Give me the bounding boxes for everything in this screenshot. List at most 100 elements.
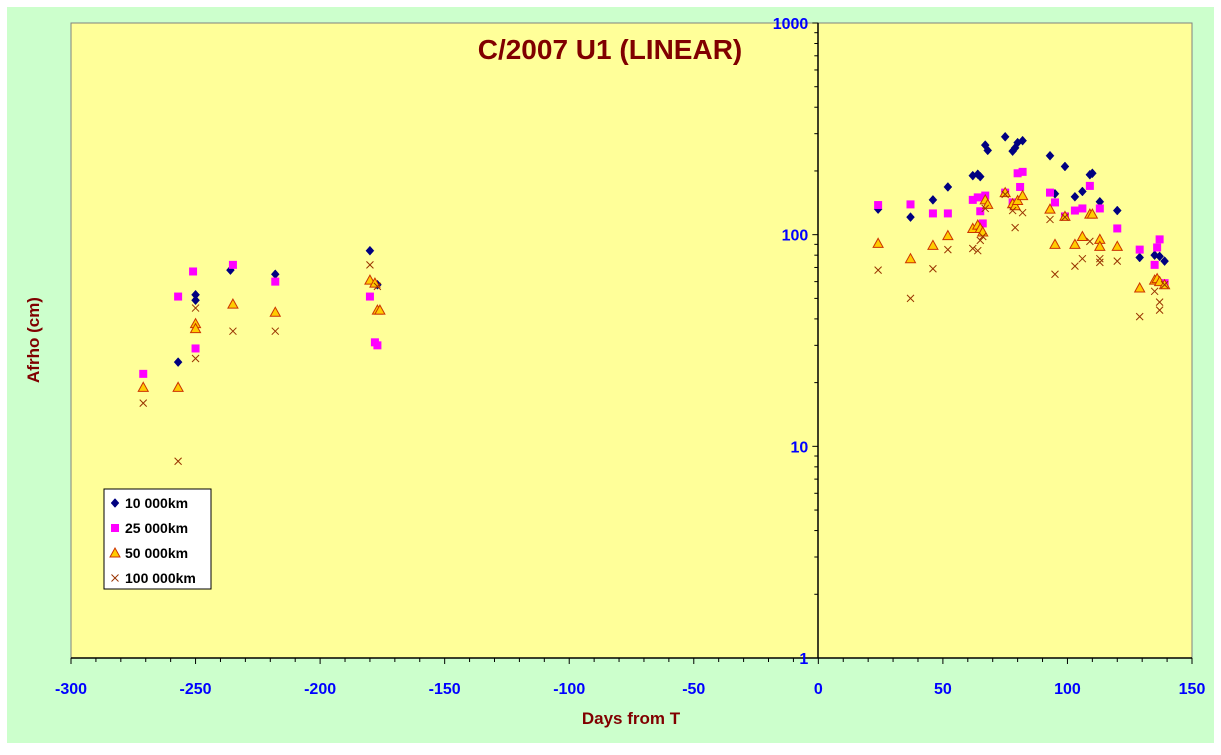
x-tick-label: -200 <box>304 681 336 698</box>
data-point <box>968 244 977 253</box>
data-point <box>191 344 200 353</box>
data-point <box>189 267 198 276</box>
x-tick-label: 100 <box>1054 681 1081 698</box>
data-point <box>1045 150 1055 161</box>
legend: 10 000km 25 000km 50 000km 100 000km <box>103 488 212 590</box>
data-point <box>1095 204 1104 213</box>
x-tick-label: 0 <box>814 681 823 698</box>
data-point <box>1155 298 1164 306</box>
data-point <box>137 381 150 392</box>
data-point <box>1076 230 1089 242</box>
data-point <box>139 399 148 407</box>
data-point <box>1095 254 1104 263</box>
y-tick-label: 100 <box>782 228 809 245</box>
data-point <box>174 292 183 301</box>
data-point <box>1018 135 1027 146</box>
data-point <box>906 200 915 209</box>
data-point <box>943 209 952 218</box>
data-point <box>976 207 985 216</box>
legend-item: 25 000km <box>111 520 188 536</box>
data-point <box>1078 254 1087 263</box>
data-point <box>904 252 917 264</box>
data-point <box>1070 206 1079 215</box>
data-point <box>1135 245 1144 254</box>
legend-item: 100 000km <box>111 570 196 586</box>
data-point <box>1155 235 1164 244</box>
data-point <box>1086 237 1094 246</box>
data-point <box>365 292 374 301</box>
data-point <box>1155 306 1164 314</box>
data-point <box>968 195 977 204</box>
data-point <box>983 145 993 156</box>
legend-label: 100 000km <box>125 570 196 586</box>
data-point <box>1046 215 1054 224</box>
data-point <box>1133 281 1146 293</box>
y-tick-label: 1000 <box>773 16 809 33</box>
data-point <box>942 229 954 241</box>
data-point <box>874 266 882 274</box>
data-point <box>1112 205 1122 216</box>
data-point <box>373 341 382 350</box>
legend-item: 50 000km <box>109 545 188 561</box>
data-point <box>1044 203 1056 214</box>
data-point <box>191 354 200 363</box>
data-point <box>189 322 202 334</box>
data-point <box>191 304 200 312</box>
data-point <box>906 294 915 303</box>
data-point <box>1153 243 1162 252</box>
data-point <box>978 232 987 241</box>
legend-label: 10 000km <box>125 495 188 511</box>
data-point <box>975 171 985 182</box>
data-point <box>1000 131 1010 142</box>
data-point <box>928 195 938 205</box>
series-4 <box>139 190 1169 466</box>
data-point <box>906 212 915 223</box>
data-point <box>366 261 374 269</box>
data-point <box>271 327 280 336</box>
x-tick-label: -250 <box>180 681 212 698</box>
x-tick-label: 50 <box>934 681 952 698</box>
data-point <box>1078 204 1087 213</box>
data-point <box>1135 312 1144 321</box>
data-point <box>228 260 237 269</box>
data-point <box>1093 240 1106 251</box>
data-point <box>174 457 182 466</box>
legend-items: 10 000km 25 000km 50 000km 100 000km <box>109 495 196 586</box>
data-point <box>973 193 982 202</box>
y-tick-label: 10 <box>791 439 809 456</box>
data-point <box>1061 213 1069 221</box>
data-point <box>227 298 239 309</box>
data-points <box>137 131 1171 466</box>
data-point <box>1086 208 1099 219</box>
data-point <box>1050 198 1059 207</box>
x-axis-title: Days from T <box>582 709 681 728</box>
chart-title: C/2007 U1 (LINEAR) <box>478 34 743 65</box>
plot-area <box>70 22 1193 659</box>
data-point <box>1060 161 1070 172</box>
data-point <box>1049 238 1061 249</box>
data-point <box>369 277 381 288</box>
data-point <box>1111 240 1124 251</box>
data-point <box>1016 189 1029 201</box>
y-tick-label: 1 <box>799 651 808 668</box>
data-point <box>172 381 184 392</box>
data-point <box>191 295 200 306</box>
data-point <box>229 327 237 336</box>
data-point <box>981 198 994 209</box>
legend-box <box>103 488 212 590</box>
data-point <box>139 369 148 378</box>
x-tick-label: 150 <box>1179 681 1206 698</box>
data-point <box>1150 287 1159 296</box>
legend-label: 25 000km <box>125 520 188 536</box>
x-tick-label: -100 <box>553 681 585 698</box>
data-point <box>1016 182 1025 191</box>
data-point <box>173 357 183 367</box>
data-point <box>1150 260 1159 269</box>
data-point <box>1008 206 1017 215</box>
data-point <box>1013 169 1022 178</box>
legend-marker <box>109 546 121 558</box>
data-point <box>1160 256 1169 266</box>
data-point <box>874 201 883 210</box>
data-point <box>1009 199 1021 211</box>
